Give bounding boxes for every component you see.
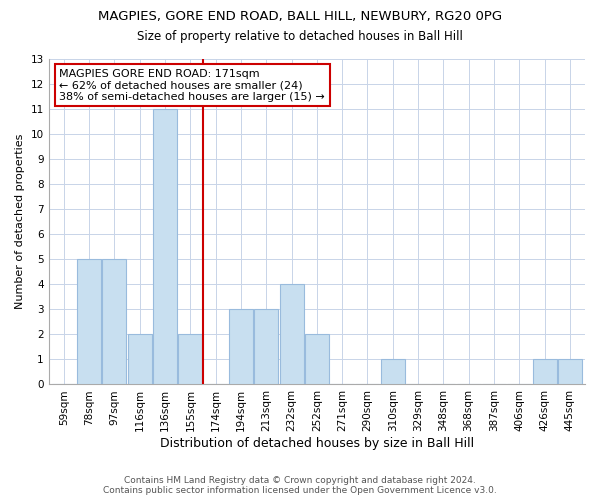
Bar [77, 260, 101, 384]
Text: Size of property relative to detached houses in Ball Hill: Size of property relative to detached ho… [137, 30, 463, 43]
Bar [305, 334, 329, 384]
Text: MAGPIES, GORE END ROAD, BALL HILL, NEWBURY, RG20 0PG: MAGPIES, GORE END ROAD, BALL HILL, NEWBU… [98, 10, 502, 23]
Text: MAGPIES GORE END ROAD: 171sqm
← 62% of detached houses are smaller (24)
38% of s: MAGPIES GORE END ROAD: 171sqm ← 62% of d… [59, 69, 325, 102]
Bar [254, 310, 278, 384]
Y-axis label: Number of detached properties: Number of detached properties [15, 134, 25, 310]
Bar [153, 109, 177, 384]
Bar [229, 310, 253, 384]
Text: Contains HM Land Registry data © Crown copyright and database right 2024.
Contai: Contains HM Land Registry data © Crown c… [103, 476, 497, 495]
Bar [128, 334, 152, 384]
X-axis label: Distribution of detached houses by size in Ball Hill: Distribution of detached houses by size … [160, 437, 474, 450]
Bar [280, 284, 304, 384]
Bar [103, 260, 127, 384]
Bar [178, 334, 202, 384]
Bar [533, 360, 557, 384]
Bar [558, 360, 582, 384]
Bar [381, 360, 405, 384]
